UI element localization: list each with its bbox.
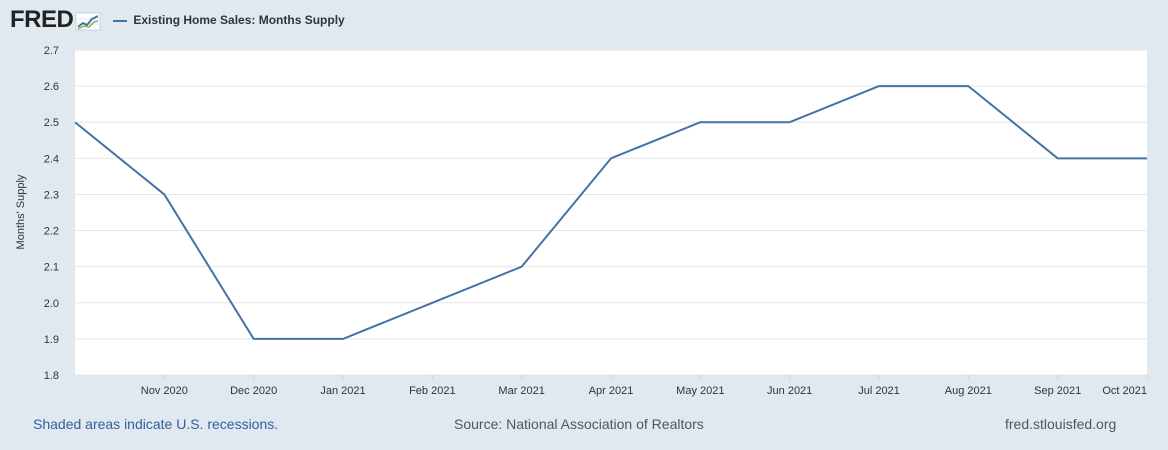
- y-tick-label: 2.5: [44, 117, 59, 129]
- chart-header: FRED Existing Home Sales: Months Supply: [10, 6, 345, 34]
- data-point[interactable]: [1145, 156, 1150, 161]
- x-tick-label: Mar 2021: [498, 385, 544, 397]
- x-tick-label: Aug 2021: [945, 385, 992, 397]
- recession-note-link[interactable]: Shaded areas indicate U.S. recessions.: [33, 416, 279, 432]
- x-tick-label: Jun 2021: [767, 385, 812, 397]
- x-tick-label: Dec 2020: [230, 385, 277, 397]
- data-point[interactable]: [698, 120, 703, 125]
- y-tick-label: 1.8: [44, 370, 59, 382]
- source-note: Source: National Association of Realtors: [454, 416, 704, 432]
- data-point[interactable]: [787, 120, 792, 125]
- y-tick-label: 2.1: [44, 262, 59, 274]
- plot-area: [75, 50, 1147, 375]
- x-axis-ticks: Nov 2020 Dec 2020 Jan 2021 Feb 2021 Mar 2021…: [141, 375, 1148, 397]
- y-tick-label: 1.9: [44, 334, 59, 346]
- data-point[interactable]: [162, 192, 167, 197]
- data-point[interactable]: [877, 84, 882, 89]
- x-tick-label: Jul 2021: [858, 385, 900, 397]
- chart-trend-icon: [75, 12, 101, 31]
- x-tick-label: Jan 2021: [320, 385, 365, 397]
- x-tick-label: Oct 2021: [1102, 385, 1147, 397]
- y-tick-label: 2.7: [44, 45, 59, 57]
- y-axis-title: Months' Supply: [15, 174, 27, 249]
- fred-logo[interactable]: FRED: [10, 6, 101, 34]
- x-tick-label: May 2021: [676, 385, 724, 397]
- data-point[interactable]: [251, 336, 256, 341]
- x-tick-label: Apr 2021: [589, 385, 634, 397]
- fred-logo-text: FRED: [10, 6, 74, 33]
- data-point[interactable]: [609, 156, 614, 161]
- chart-legend[interactable]: Existing Home Sales: Months Supply: [113, 13, 345, 27]
- data-point[interactable]: [519, 264, 524, 269]
- legend-series-label: Existing Home Sales: Months Supply: [133, 13, 345, 27]
- y-axis-ticks: 1.8 1.9 2.0 2.1 2.2 2.3 2.4 2.5 2.6 2.7: [44, 45, 59, 382]
- x-tick-label: Nov 2020: [141, 385, 188, 397]
- data-point[interactable]: [430, 300, 435, 305]
- data-point[interactable]: [341, 336, 346, 341]
- legend-line-swatch: [113, 19, 128, 22]
- data-point[interactable]: [1055, 156, 1060, 161]
- y-tick-label: 2.3: [44, 189, 59, 201]
- line-chart: 1.8 1.9 2.0 2.1 2.2 2.3 2.4 2.5 2.6 2.7 Nov 2020 D…: [15, 45, 1150, 397]
- series-line[interactable]: [74, 85, 1147, 340]
- y-tick-label: 2.2: [44, 226, 59, 238]
- y-tick-label: 2.0: [44, 298, 59, 310]
- data-point[interactable]: [966, 84, 971, 89]
- x-tick-label: Feb 2021: [409, 385, 455, 397]
- x-tick-label: Sep 2021: [1034, 385, 1081, 397]
- y-tick-label: 2.4: [44, 153, 59, 165]
- data-point[interactable]: [73, 120, 78, 125]
- fred-url[interactable]: fred.stlouisfed.org: [1005, 416, 1117, 432]
- chart-footer: Shaded areas indicate U.S. recessions. S…: [0, 416, 1168, 434]
- y-tick-label: 2.6: [44, 81, 59, 93]
